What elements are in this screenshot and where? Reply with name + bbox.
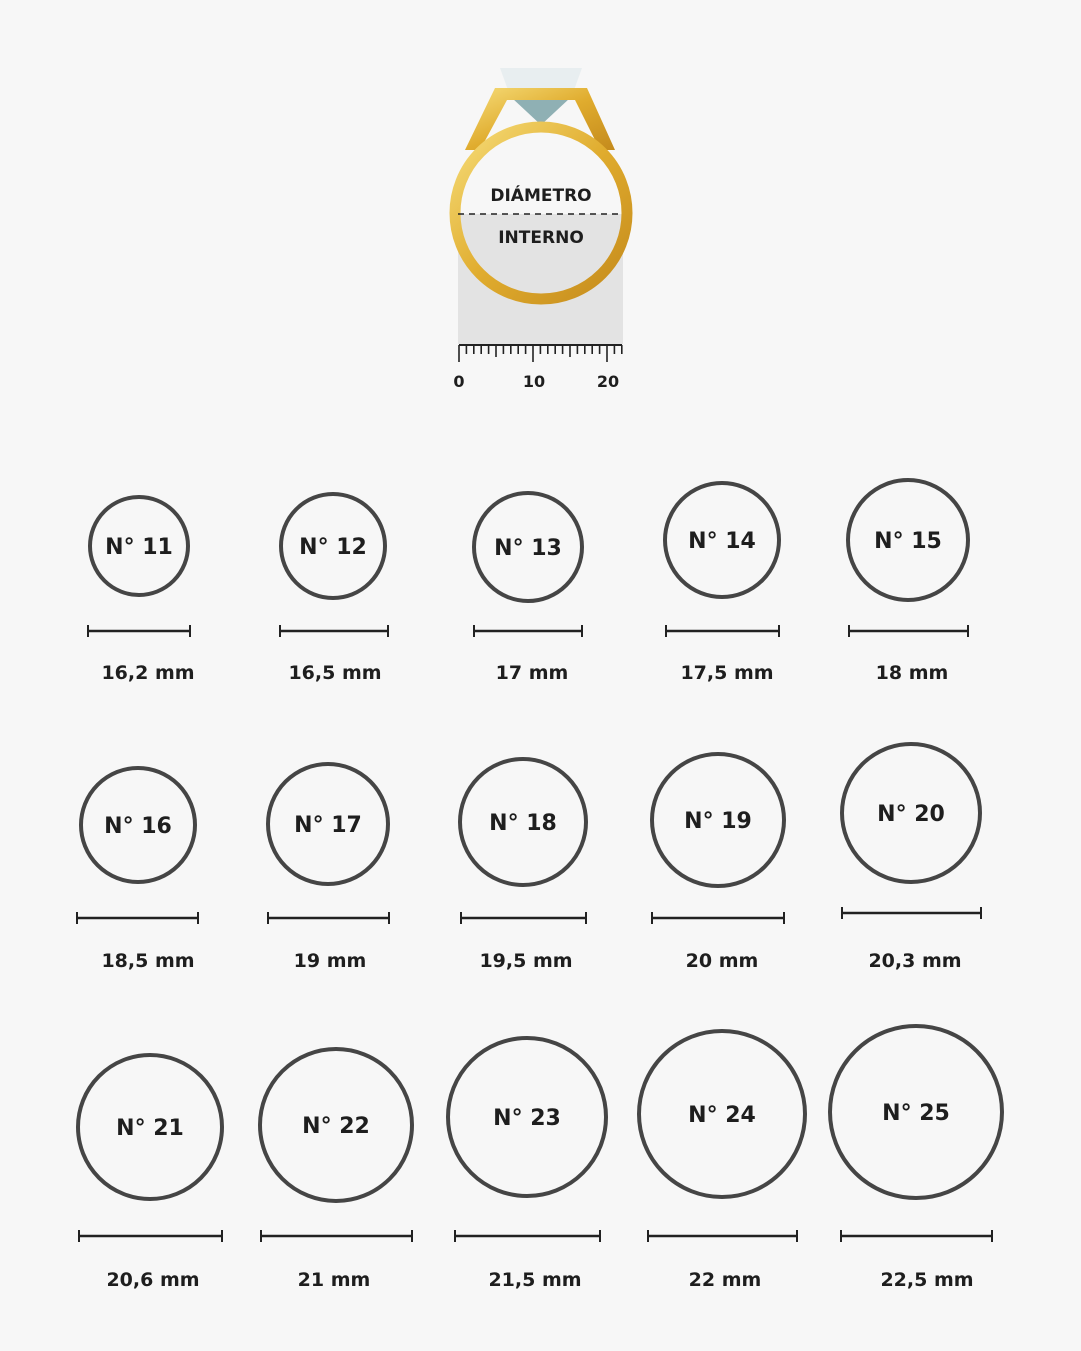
size-number: N° 13 [494,536,562,561]
size-item: N° 24 22 mm [637,1029,807,1291]
size-number: N° 24 [688,1103,756,1128]
size-circle [76,1053,224,1201]
size-grid: N° 11 16,2 mm N° 12 16,5 mm N° 13 17 mm N° 14 1… [76,478,1004,1291]
gem-bottom [512,98,570,125]
size-diameter: 20 mm [686,950,759,972]
size-diameter: 21,5 mm [488,1269,581,1291]
ruler-tick-label: 20 [597,372,619,391]
size-item: N° 13 17 mm [472,491,584,684]
size-circle [840,742,982,884]
size-item: N° 22 21 mm [258,1047,414,1291]
size-diameter: 19,5 mm [479,950,572,972]
ring-illustration: DIÁMETRO INTERNO 0 10 20 [449,68,633,391]
size-item: N° 21 20,6 mm [76,1053,224,1291]
size-circle [88,495,190,597]
size-circle [79,766,197,884]
gem-top [500,68,582,90]
size-item: N° 15 18 mm [846,478,970,684]
size-circle [846,478,970,602]
size-number: N° 15 [874,529,942,554]
size-item: N° 18 19,5 mm [458,757,588,972]
size-item: N° 12 16,5 mm [279,492,389,684]
size-number: N° 17 [294,813,362,838]
size-diameter: 18 mm [876,662,949,684]
size-diameter: 22,5 mm [880,1269,973,1291]
size-circle [663,481,781,599]
size-number: N° 20 [877,802,945,827]
size-circle [279,492,387,600]
size-diameter: 21 mm [298,1269,371,1291]
size-diameter: 22 mm [689,1269,762,1291]
size-number: N° 16 [104,814,172,839]
size-number: N° 23 [493,1106,561,1131]
size-circle [258,1047,414,1203]
size-diameter: 16,5 mm [288,662,381,684]
size-item: N° 14 17,5 mm [663,481,781,684]
size-item: N° 19 20 mm [650,752,786,972]
size-diameter: 20,6 mm [106,1269,199,1291]
size-diameter: 17,5 mm [680,662,773,684]
size-number: N° 14 [688,529,756,554]
size-item: N° 20 20,3 mm [840,742,982,972]
size-number: N° 21 [116,1116,184,1141]
label-interno: INTERNO [498,228,584,248]
size-item: N° 16 18,5 mm [76,766,199,972]
size-number: N° 25 [882,1101,950,1126]
ring-band [449,121,633,305]
size-circle [650,752,786,888]
size-number: N° 12 [299,535,367,560]
ruler-tick-label: 0 [453,372,464,391]
size-circle [828,1024,1004,1200]
size-circle [637,1029,807,1199]
size-number: N° 11 [105,535,173,560]
size-number: N° 18 [489,811,557,836]
size-circle [458,757,588,887]
size-diameter: 16,2 mm [101,662,194,684]
size-circle [266,762,390,886]
size-circle [446,1036,608,1198]
ring-setting [465,88,615,150]
size-diameter: 19 mm [294,950,367,972]
size-number: N° 22 [302,1114,370,1139]
size-diameter: 18,5 mm [101,950,194,972]
size-item: N° 23 21,5 mm [446,1036,608,1291]
size-item: N° 25 22,5 mm [828,1024,1004,1291]
ruler [458,344,623,362]
size-diameter: 20,3 mm [868,950,961,972]
size-circle [472,491,584,603]
ruler-tick-label: 10 [523,372,545,391]
label-diametro: DIÁMETRO [490,184,591,206]
size-number: N° 19 [684,809,752,834]
size-item: N° 17 19 mm [266,762,390,972]
size-diameter: 17 mm [496,662,569,684]
size-item: N° 11 16,2 mm [87,495,195,684]
